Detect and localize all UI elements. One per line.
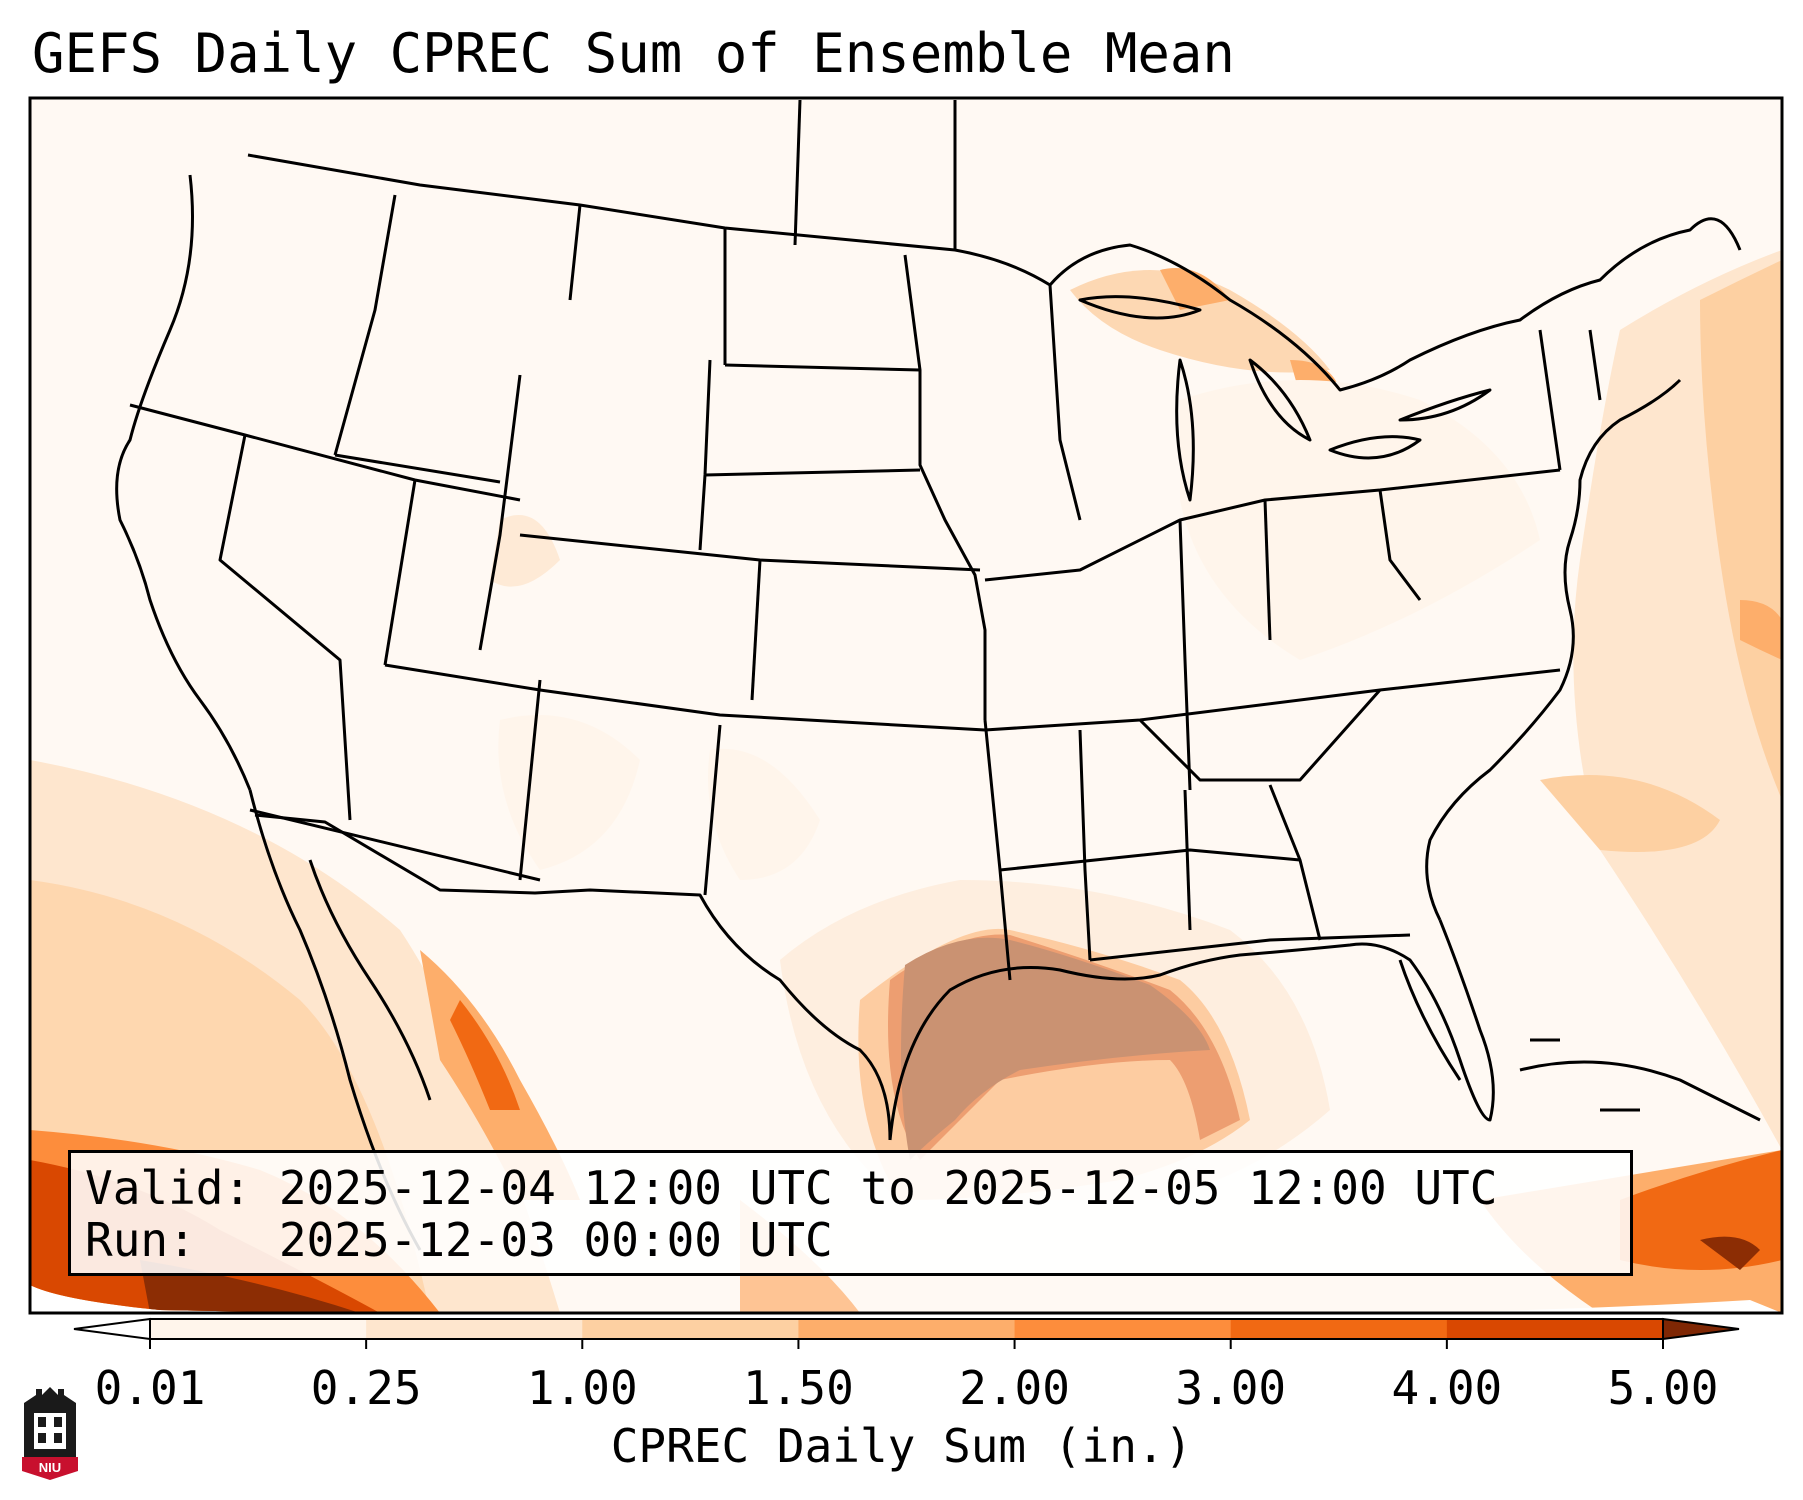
colorbar-tick-label: 0.01 (94, 1361, 206, 1415)
colorbar-segment (1230, 1319, 1448, 1339)
colorbar-under-arrow (73, 1317, 151, 1341)
colorbar-over-arrow (1662, 1317, 1740, 1341)
colorbar-tick-label: 0.25 (310, 1361, 422, 1415)
colorbar-segment (150, 1319, 367, 1339)
colorbar (73, 1317, 1740, 1349)
colorbar-segment (366, 1319, 583, 1339)
colorbar-label: CPREC Daily Sum (in.) (610, 1419, 1193, 1473)
colorbar-tick-label: 5.00 (1607, 1361, 1719, 1415)
colorbar-tick-label: 4.00 (1391, 1361, 1503, 1415)
colorbar-tick-label: 1.00 (526, 1361, 638, 1415)
logo-text: NIU (39, 1460, 61, 1475)
colorbar-tick-label: 3.00 (1175, 1361, 1287, 1415)
map-title: GEFS Daily CPREC Sum of Ensemble Mean (32, 22, 1235, 85)
colorbar-segment (1446, 1319, 1664, 1339)
map-frame (28, 96, 1784, 1315)
colorbar-tick-label: 1.50 (743, 1361, 854, 1415)
colorbar-tick-label: 2.00 (959, 1361, 1070, 1415)
valid-time-text: Valid: 2025-12-04 12:00 UTC to 2025-12-0… (85, 1161, 1498, 1215)
precip-shading (30, 98, 1782, 1313)
colorbar-segment (582, 1319, 799, 1339)
valid-run-info-box: Valid: 2025-12-04 12:00 UTC to 2025-12-0… (68, 1150, 1633, 1276)
state-boundaries (115, 99, 1761, 1251)
niu-logo: NIU (22, 1387, 78, 1480)
run-time-text: Run: 2025-12-03 00:00 UTC (85, 1213, 833, 1267)
colorbar-outline (149, 1318, 1664, 1340)
colorbar-segment (798, 1319, 1016, 1339)
colorbar-segment (1014, 1319, 1232, 1339)
